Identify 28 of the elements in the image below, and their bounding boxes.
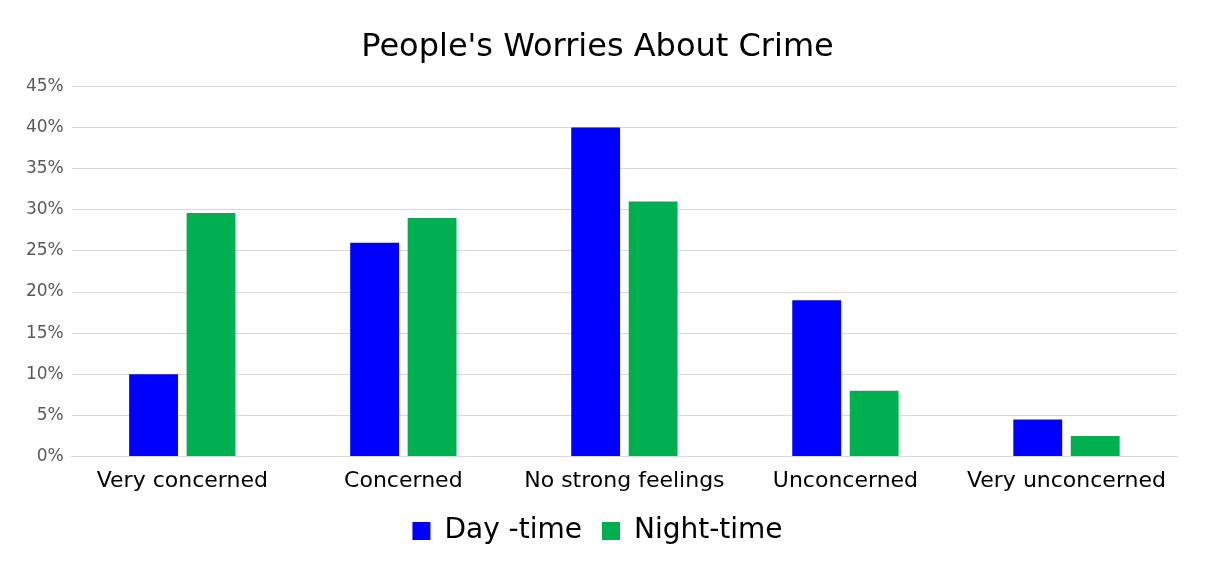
legend-label: Night-time	[633, 512, 783, 546]
legend-label: Day -time	[444, 512, 582, 546]
bar	[129, 374, 178, 457]
bar	[1070, 436, 1120, 457]
bar	[186, 213, 236, 457]
x-tick-label: Very concerned	[96, 466, 268, 492]
x-tick-label: Very unconcerned	[966, 466, 1167, 492]
y-tick-label: 45%	[25, 74, 64, 95]
y-tick-label: 35%	[25, 157, 64, 178]
x-tick-label: Concerned	[344, 466, 463, 492]
bar	[350, 242, 400, 457]
bar	[792, 300, 842, 457]
y-tick-label: 0%	[36, 445, 64, 466]
bar	[849, 390, 899, 457]
bar	[628, 201, 678, 457]
bar	[1013, 419, 1063, 457]
y-tick-label: 5%	[36, 403, 64, 424]
y-tick-label: 30%	[25, 198, 64, 219]
chart-title: People's Worries About Crime	[361, 25, 834, 64]
y-tick-label: 10%	[25, 362, 64, 383]
y-tick-label: 40%	[25, 115, 64, 136]
y-tick-label: 25%	[25, 239, 64, 260]
y-tick-label: 15%	[25, 321, 64, 342]
x-tick-label: No strong feelings	[524, 466, 725, 492]
x-tick-label: Unconcerned	[772, 466, 919, 492]
bar	[407, 218, 457, 457]
y-tick-label: 20%	[25, 280, 64, 301]
bar	[571, 127, 621, 457]
